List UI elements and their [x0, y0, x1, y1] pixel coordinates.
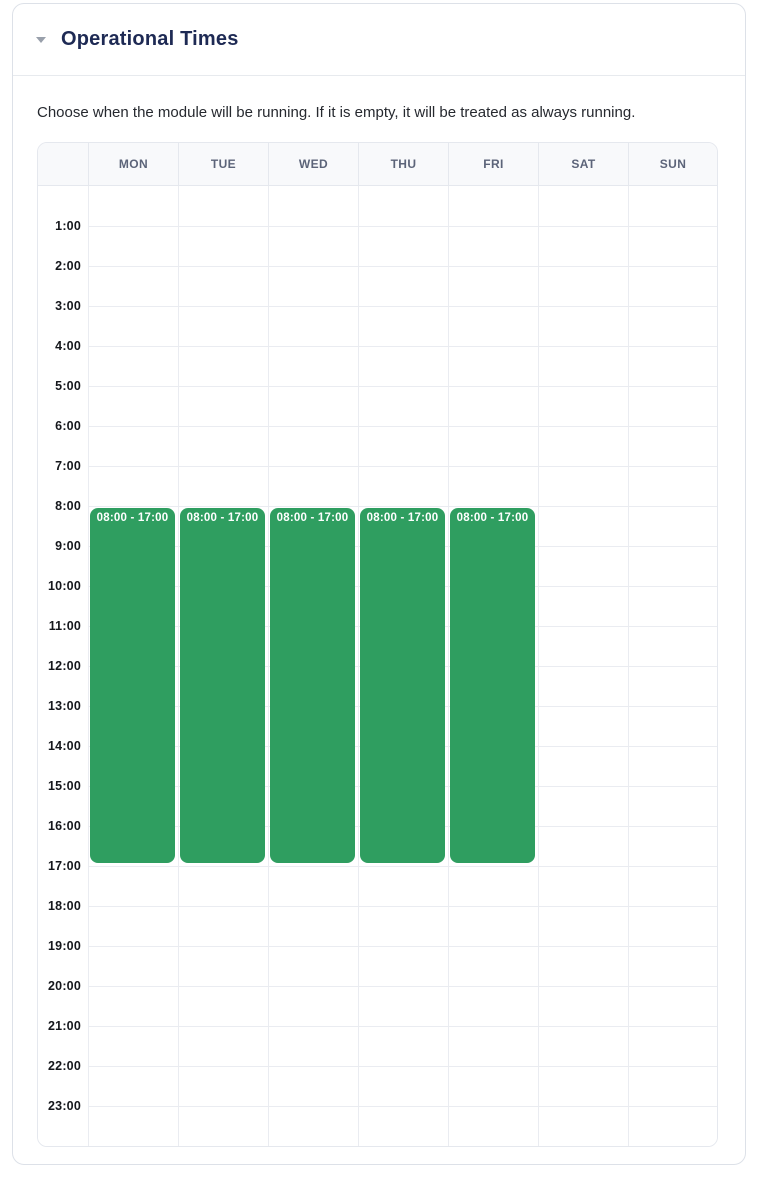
- hour-label: 23:00: [48, 1099, 81, 1113]
- hour-label: 16:00: [48, 819, 81, 833]
- panel-title: Operational Times: [61, 28, 239, 50]
- hour-label: 19:00: [48, 939, 81, 953]
- schedule-grid: MON TUE WED THU FRI SAT SUN 1:00 2:00 3:00 4:00 5:…: [37, 142, 718, 1147]
- event-label: 08:00 - 17:00: [96, 512, 169, 524]
- hour-label: 6:00: [55, 419, 81, 433]
- event-block-wed[interactable]: 08:00 - 17:00: [270, 508, 355, 863]
- operational-times-card: Operational Times Choose when the module…: [12, 3, 746, 1165]
- hour-label: 17:00: [48, 859, 81, 873]
- hour-line: [88, 466, 717, 467]
- hour-label: 18:00: [48, 899, 81, 913]
- time-gutter-corner: [38, 143, 88, 185]
- event-label: 08:00 - 17:00: [186, 512, 259, 524]
- day-header-cell: TUE: [178, 143, 268, 185]
- hour-line: [88, 906, 717, 907]
- hour-line: [88, 426, 717, 427]
- day-header-cell: FRI: [448, 143, 538, 185]
- day-header-cell: THU: [358, 143, 448, 185]
- day-header-row: MON TUE WED THU FRI SAT SUN: [38, 143, 717, 186]
- hour-line: [88, 986, 717, 987]
- day-header-cell: SUN: [628, 143, 717, 185]
- hour-line: [88, 1106, 717, 1107]
- event-block-fri[interactable]: 08:00 - 17:00: [450, 508, 535, 863]
- event-block-thu[interactable]: 08:00 - 17:00: [360, 508, 445, 863]
- hour-label: 15:00: [48, 779, 81, 793]
- hour-label: 5:00: [55, 379, 81, 393]
- hour-label: 20:00: [48, 979, 81, 993]
- hour-line: [88, 506, 717, 507]
- event-label: 08:00 - 17:00: [456, 512, 529, 524]
- card-header: Operational Times: [13, 4, 745, 76]
- day-header-cell: WED: [268, 143, 358, 185]
- hour-label: 14:00: [48, 739, 81, 753]
- hour-label: 21:00: [48, 1019, 81, 1033]
- hour-line: [88, 386, 717, 387]
- collapse-chevron-icon[interactable]: [36, 36, 46, 43]
- hour-line: [88, 266, 717, 267]
- schedule-grid-body[interactable]: 1:00 2:00 3:00 4:00 5:00 6:00 7:00 8:00 9:00 10:0…: [38, 186, 717, 1146]
- day-header-cell: MON: [88, 143, 178, 185]
- hour-label: 8:00: [55, 499, 81, 513]
- hour-line: [88, 866, 717, 867]
- hour-label: 13:00: [48, 699, 81, 713]
- hour-line: [88, 946, 717, 947]
- hour-label: 11:00: [48, 619, 81, 633]
- hour-label: 10:00: [48, 579, 81, 593]
- hour-line: [88, 1066, 717, 1067]
- hour-label: 12:00: [48, 659, 81, 673]
- event-label: 08:00 - 17:00: [276, 512, 349, 524]
- hour-label: 9:00: [55, 539, 81, 553]
- hour-line: [88, 306, 717, 307]
- event-block-mon[interactable]: 08:00 - 17:00: [90, 508, 175, 863]
- hour-label: 3:00: [55, 299, 81, 313]
- hour-label: 7:00: [55, 459, 81, 473]
- hour-label: 22:00: [48, 1059, 81, 1073]
- hour-line: [88, 226, 717, 227]
- event-block-tue[interactable]: 08:00 - 17:00: [180, 508, 265, 863]
- hour-label: 1:00: [55, 219, 81, 233]
- hour-line: [88, 346, 717, 347]
- hour-label: 2:00: [55, 259, 81, 273]
- hour-label: 4:00: [55, 339, 81, 353]
- day-header-cell: SAT: [538, 143, 628, 185]
- hour-line: [88, 1026, 717, 1027]
- event-label: 08:00 - 17:00: [366, 512, 439, 524]
- panel-description: Choose when the module will be running. …: [37, 104, 636, 121]
